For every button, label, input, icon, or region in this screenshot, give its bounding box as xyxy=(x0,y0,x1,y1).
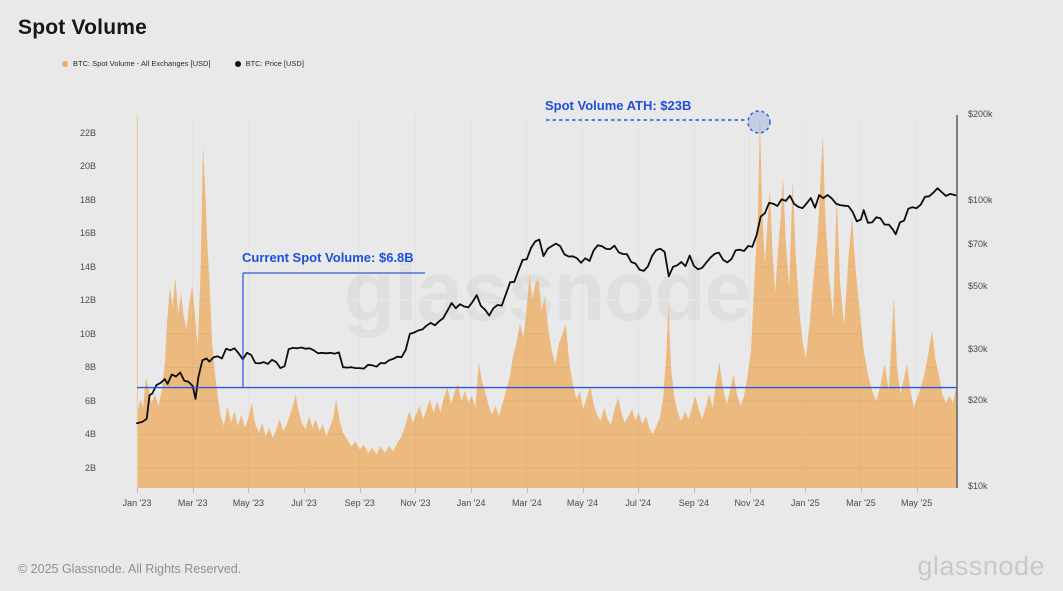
legend-label-spot-volume: BTC: Spot Volume - All Exchanges [USD] xyxy=(73,59,211,68)
price-tick-label: $200k xyxy=(968,109,993,120)
legend-label-price: BTC: Price [USD] xyxy=(245,59,304,68)
plot-area[interactable] xyxy=(136,110,958,489)
ath-annotation-label: Spot Volume ATH: $23B xyxy=(545,98,692,113)
price-legend-dot-icon xyxy=(234,60,241,67)
date-tick-label: May '23 xyxy=(232,498,264,508)
volume-tick-label: 4B xyxy=(84,429,96,439)
volume-tick-label: 18B xyxy=(79,194,96,205)
date-tick-label: Mar '24 xyxy=(511,498,542,508)
date-tick-mark xyxy=(693,488,695,493)
spot-volume-legend-dot-icon xyxy=(62,60,68,67)
price-tick-label: $50k xyxy=(968,281,988,292)
price-tick-label: $70k xyxy=(968,239,988,250)
date-tick-mark xyxy=(582,488,584,493)
date-tick-label: Jul '24 xyxy=(625,498,652,508)
date-tick-mark xyxy=(359,488,361,493)
date-tick-label: Jul '23 xyxy=(291,498,317,508)
date-tick-mark xyxy=(805,488,807,493)
copyright-text: © 2025 Glassnode. All Rights Reserved. xyxy=(18,562,242,576)
volume-tick-label: 6B xyxy=(84,395,96,406)
current-volume-callout-bracket xyxy=(242,272,425,388)
date-tick-mark xyxy=(137,488,138,493)
volume-tick-label: 20B xyxy=(79,161,96,171)
date-tick-label: Mar '25 xyxy=(846,498,876,508)
price-tick-label: $10k xyxy=(968,480,988,491)
date-tick-label: Sep '24 xyxy=(678,498,709,508)
legend-item-price[interactable]: BTC: Price [USD] xyxy=(234,59,304,68)
date-tick-label: Sep '23 xyxy=(344,498,375,508)
date-tick-label: Jan '24 xyxy=(456,498,486,508)
date-tick-label: Jan '23 xyxy=(122,498,152,508)
date-tick-mark xyxy=(304,488,306,493)
spot-volume-area-series xyxy=(137,116,957,489)
date-tick-mark xyxy=(860,488,862,493)
volume-tick-label: 8B xyxy=(84,362,96,372)
date-tick-mark xyxy=(916,488,918,493)
glassnode-logo: glassnode xyxy=(917,551,1045,581)
current-volume-annotation-label: Current Spot Volume: $6.8B xyxy=(242,250,414,265)
price-tick-label: $100k xyxy=(968,195,993,206)
volume-tick-label: 16B xyxy=(79,228,96,238)
price-tick-label: $30k xyxy=(968,344,988,355)
date-tick-label: Nov '23 xyxy=(400,498,431,508)
date-tick-label: May '24 xyxy=(566,498,599,508)
legend-item-spot-volume[interactable]: BTC: Spot Volume - All Exchanges [USD] xyxy=(62,59,211,68)
gridlines-overlay xyxy=(137,132,957,469)
volume-tick-label: 22B xyxy=(79,127,96,138)
date-tick-label: Mar '23 xyxy=(177,498,208,508)
date-tick-mark xyxy=(248,488,250,493)
volume-tick-label: 2B xyxy=(84,462,96,473)
date-tick-mark xyxy=(192,488,194,493)
date-tick-mark xyxy=(415,488,417,493)
price-tick-label: $20k xyxy=(968,394,988,405)
date-tick-label: Nov '24 xyxy=(734,498,765,508)
page-title: Spot Volume xyxy=(18,16,147,39)
date-tick-label: Jan '25 xyxy=(790,498,820,508)
ath-marker-circle xyxy=(747,110,771,134)
date-tick-mark xyxy=(526,488,528,493)
volume-tick-label: 10B xyxy=(79,328,96,339)
date-tick-mark xyxy=(638,488,640,493)
legend: BTC: Spot Volume - All Exchanges [USD] B… xyxy=(62,59,304,68)
volume-tick-label: 12B xyxy=(79,295,96,305)
date-tick-label: May '25 xyxy=(901,498,933,508)
date-tick-mark xyxy=(749,488,751,493)
date-tick-mark xyxy=(471,488,473,493)
volume-tick-label: 14B xyxy=(79,261,96,272)
btc-price-line-series xyxy=(136,187,957,425)
